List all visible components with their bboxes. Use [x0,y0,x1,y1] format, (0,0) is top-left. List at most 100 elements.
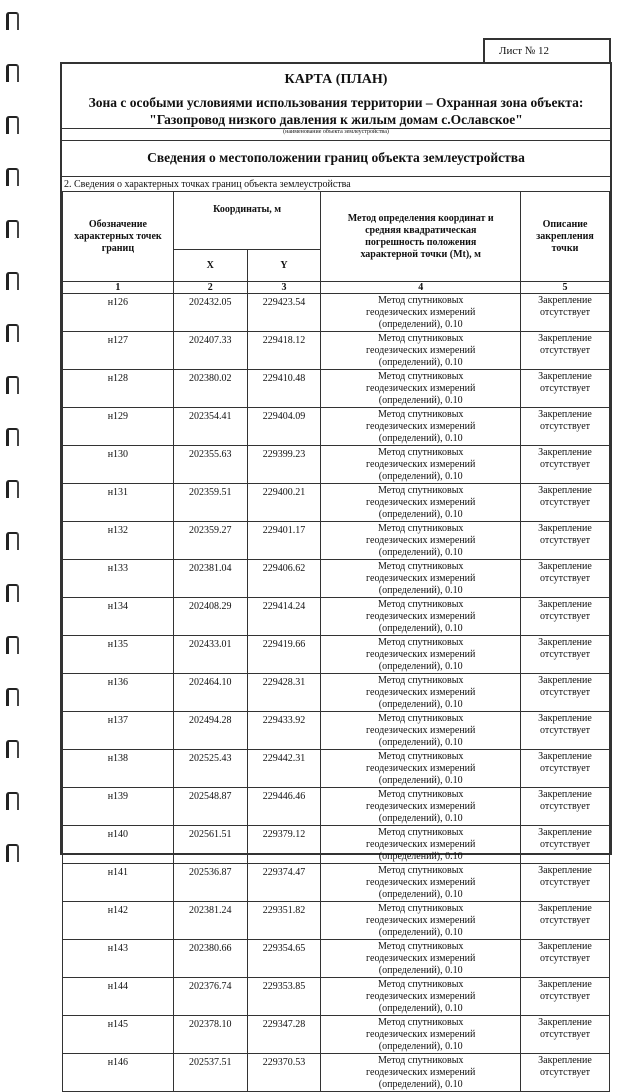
binding-hole-icon [6,844,19,862]
point-id-cell: н127 [62,331,174,370]
description-cell: Закрепление отсутствует [520,521,610,560]
binding-hole-icon [6,584,19,602]
subsection-title: 2. Сведения о характерных точках границ … [64,179,351,190]
boundary-points-table: Обозначение характерных точек границ Коо… [62,191,610,1092]
description-cell: Закрепление отсутствует [520,1015,610,1054]
method-cell: Метод спутниковых геодезических измерени… [320,1053,521,1092]
y-coordinate-cell: 229418.12 [246,331,322,370]
method-cell: Метод спутниковых геодезических измерени… [320,597,521,636]
y-coordinate-cell: 229433.92 [246,711,322,750]
description-cell: Закрепление отсутствует [520,711,610,750]
x-coordinate-cell: 202537.51 [172,1053,248,1092]
description-cell: Закрепление отсутствует [520,749,610,788]
description-cell: Закрепление отсутствует [520,445,610,484]
binding-hole-icon [6,636,19,654]
x-coordinate-cell: 202354.41 [172,407,248,446]
point-id-cell: н135 [62,635,174,674]
header-description: Описание закрепления точки [520,191,610,282]
description-cell: Закрепление отсутствует [520,787,610,826]
table-row: н130 202355.63 229399.23 Метод спутниковых … [62,445,610,484]
y-coordinate-cell: 229354.65 [246,939,322,978]
y-coordinate-cell: 229446.46 [246,787,322,826]
y-coordinate-cell: 229370.53 [246,1053,322,1092]
binding-hole-icon [6,532,19,550]
document-frame: КАРТА (ПЛАН) Зона с особыми условиями ис… [60,62,612,1092]
method-cell: Метод спутниковых геодезических измерени… [320,901,521,940]
header-point: Обозначение характерных точек границ [62,191,174,282]
column-number: 5 [520,281,610,294]
y-coordinate-cell: 229374.47 [246,863,322,902]
x-coordinate-cell: 202380.66 [172,939,248,978]
binding-hole-icon [6,688,19,706]
column-number: 4 [320,281,521,294]
y-coordinate-cell: 229414.24 [246,597,322,636]
x-coordinate-cell: 202359.51 [172,483,248,522]
column-number: 1 [62,281,174,294]
x-coordinate-cell: 202376.74 [172,977,248,1016]
method-cell: Метод спутниковых геодезических измерени… [320,939,521,978]
y-coordinate-cell: 229399.23 [246,445,322,484]
method-cell: Метод спутниковых геодезических измерени… [320,787,521,826]
description-cell: Закрепление отсутствует [520,863,610,902]
y-coordinate-cell: 229401.17 [246,521,322,560]
object-caption: (наименование объекта землеустройства) [283,129,389,135]
point-id-cell: н141 [62,863,174,902]
table-row: н145 202378.10 229347.28 Метод спутниковых … [62,1015,610,1054]
method-cell: Метод спутниковых геодезических измерени… [320,1015,521,1054]
point-id-cell: н138 [62,749,174,788]
point-id-cell: н128 [62,369,174,408]
table-row: н132 202359.27 229401.17 Метод спутниковых … [62,521,610,560]
description-cell: Закрепление отсутствует [520,293,610,332]
y-coordinate-cell: 229400.21 [246,483,322,522]
y-coordinate-cell: 229410.48 [246,369,322,408]
divider [62,176,610,177]
description-cell: Закрепление отсутствует [520,901,610,940]
description-cell: Закрепление отсутствует [520,673,610,712]
table-row: н139 202548.87 229446.46 Метод спутниковых … [62,787,610,826]
binding-hole-icon [6,220,19,238]
point-id-cell: н139 [62,787,174,826]
x-coordinate-cell: 202433.01 [172,635,248,674]
method-cell: Метод спутниковых геодезических измерени… [320,711,521,750]
point-id-cell: н144 [62,977,174,1016]
divider [62,140,610,141]
binding-hole-icon [6,480,19,498]
x-coordinate-cell: 202536.87 [172,863,248,902]
y-coordinate-cell: 229406.62 [246,559,322,598]
x-coordinate-cell: 202381.04 [172,559,248,598]
binding-hole-icon [6,12,19,30]
method-cell: Метод спутниковых геодезических измерени… [320,559,521,598]
point-id-cell: н126 [62,293,174,332]
method-cell: Метод спутниковых геодезических измерени… [320,749,521,788]
binding-hole-icon [6,272,19,290]
y-coordinate-cell: 229428.31 [246,673,322,712]
x-coordinate-cell: 202380.02 [172,369,248,408]
divider [62,128,610,129]
description-cell: Закрепление отсутствует [520,597,610,636]
y-coordinate-cell: 229379.12 [246,825,322,864]
x-coordinate-cell: 202407.33 [172,331,248,370]
point-id-cell: н143 [62,939,174,978]
column-number: 2 [172,281,248,294]
description-cell: Закрепление отсутствует [520,977,610,1016]
point-id-cell: н140 [62,825,174,864]
point-id-cell: н137 [62,711,174,750]
x-coordinate-cell: 202408.29 [172,597,248,636]
table-row: н129 202354.41 229404.09 Метод спутниковых … [62,407,610,446]
table-row: н137 202494.28 229433.92 Метод спутниковых … [62,711,610,750]
binding-hole-icon [6,324,19,342]
table-row: н140 202561.51 229379.12 Метод спутниковых … [62,825,610,864]
map-title: КАРТА (ПЛАН) [284,72,388,87]
table-row: н126 202432.05 229423.54 Метод спутниковых … [62,293,610,332]
table-row: н133 202381.04 229406.62 Метод спутниковых … [62,559,610,598]
x-coordinate-cell: 202378.10 [172,1015,248,1054]
point-id-cell: н130 [62,445,174,484]
header-x: X [172,249,248,282]
description-cell: Закрепление отсутствует [520,825,610,864]
header-method: Метод определения координат и средняя кв… [320,191,521,282]
point-id-cell: н134 [62,597,174,636]
x-coordinate-cell: 202381.24 [172,901,248,940]
method-cell: Метод спутниковых геодезических измерени… [320,825,521,864]
x-coordinate-cell: 202464.10 [172,673,248,712]
table-row: н142 202381.24 229351.82 Метод спутниковых … [62,901,610,940]
